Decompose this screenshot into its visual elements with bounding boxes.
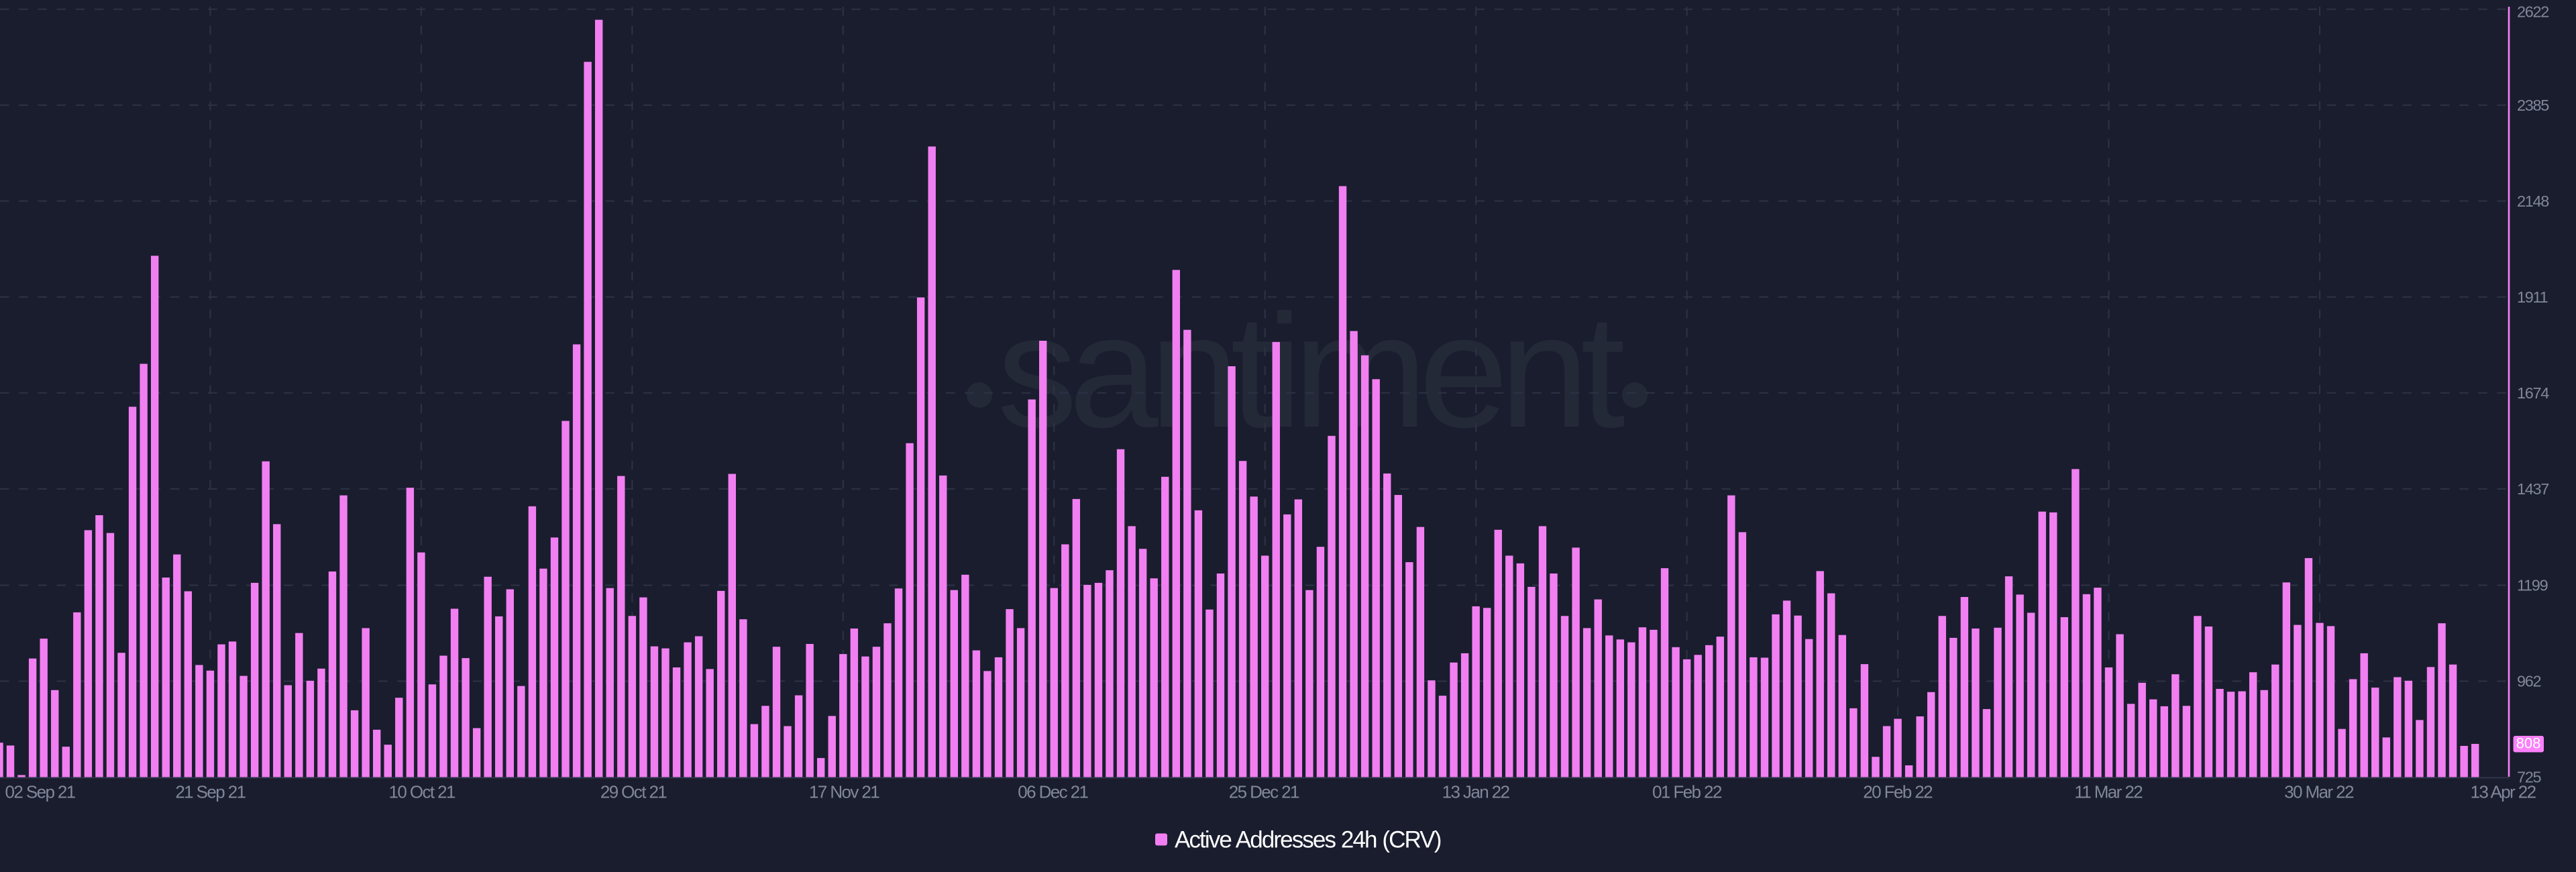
svg-text:13 Jan 22: 13 Jan 22 [1442, 782, 1510, 802]
svg-text:29 Oct 21: 29 Oct 21 [600, 782, 667, 802]
svg-text:30 Mar 22: 30 Mar 22 [2284, 782, 2354, 802]
svg-text:01 Feb 22: 01 Feb 22 [1652, 782, 1722, 802]
svg-text:17 Nov 21: 17 Nov 21 [809, 782, 879, 802]
svg-text:06 Dec 21: 06 Dec 21 [1018, 782, 1088, 802]
svg-text:808: 808 [2516, 735, 2541, 752]
svg-text:10 Oct 21: 10 Oct 21 [389, 782, 455, 802]
svg-text:1437: 1437 [2517, 480, 2548, 498]
svg-text:1199: 1199 [2517, 577, 2548, 594]
svg-text:2385: 2385 [2517, 97, 2549, 114]
svg-text:1674: 1674 [2517, 384, 2549, 402]
svg-text:1911: 1911 [2517, 288, 2548, 306]
svg-text:25 Dec 21: 25 Dec 21 [1229, 782, 1299, 802]
svg-text:20 Feb 22: 20 Feb 22 [1863, 782, 1933, 802]
svg-text:2622: 2622 [2517, 3, 2548, 21]
svg-text:santiment: santiment [997, 281, 1624, 461]
svg-text:02 Sep 21: 02 Sep 21 [5, 782, 76, 802]
svg-text:11 Mar 22: 11 Mar 22 [2074, 782, 2143, 802]
svg-text:Active Addresses 24h (CRV): Active Addresses 24h (CRV) [1175, 827, 1441, 853]
svg-text:725: 725 [2517, 769, 2542, 786]
svg-text:962: 962 [2517, 673, 2541, 690]
svg-text:21 Sep 21: 21 Sep 21 [175, 782, 246, 802]
svg-text:2148: 2148 [2517, 193, 2549, 210]
svg-text:13 Apr 22: 13 Apr 22 [2471, 782, 2536, 802]
